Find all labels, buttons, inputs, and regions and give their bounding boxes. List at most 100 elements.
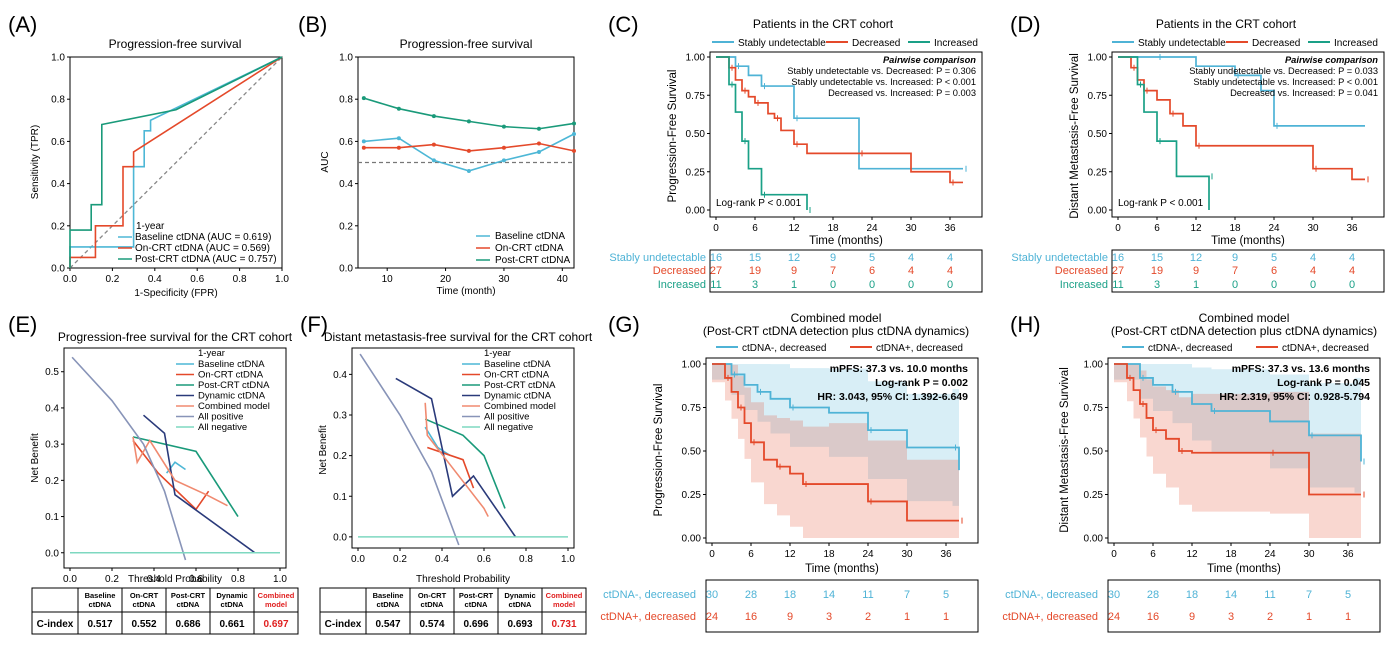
panel-letter-h: (H) [1010, 312, 1041, 337]
risk-count: 9 [1189, 611, 1195, 623]
risk-count: 4 [1310, 252, 1316, 264]
panel-d-curves [1118, 54, 1369, 210]
panel-d-y-ticks: 0.00 0.25 0.50 0.75 1.00 [1088, 53, 1112, 217]
risk-count: 4 [908, 265, 914, 277]
x-tick-label: 30 [905, 223, 917, 234]
roc-curve [69, 56, 283, 268]
legend-label: Post-CRT ctDNA [495, 255, 571, 266]
panel-d-note: Stably undetectable vs. Increased: P < 0… [1193, 77, 1378, 87]
panel-g-stat: mPFS: 37.3 vs. 10.0 months [830, 363, 968, 375]
risk-count: 11 [1112, 279, 1123, 291]
risk-count: 6 [1271, 265, 1277, 277]
x-tick-label: 12 [1190, 223, 1202, 234]
panel-b-legend: Baseline ctDNA On-CRT ctDNA Post-CRT ctD… [476, 231, 571, 266]
panel-c: (C) Patients in the CRT cohort Stably un… [608, 12, 983, 293]
risk-count: 0 [1271, 279, 1277, 291]
panel-d-logrank: Log-rank P < 0.001 [1118, 198, 1204, 209]
risk-count: 5 [943, 589, 949, 601]
x-tick-label: 0.8 [519, 554, 533, 565]
panel-c-risk-table [709, 249, 983, 293]
auc-point [501, 158, 506, 163]
y-tick-label: 0.0 [45, 548, 59, 559]
panel-letter-a: (A) [8, 12, 37, 37]
risk-row-label: Stably undetectable [609, 252, 706, 264]
x-tick-label: 30 [1307, 223, 1319, 234]
table-value: 0.731 [551, 619, 576, 630]
risk-count: 9 [1232, 252, 1238, 264]
decision-curve [359, 353, 460, 546]
panel-f-y-ticks: 0.0 0.1 0.2 0.3 0.4 [333, 370, 352, 543]
legend-label: All positive [484, 412, 529, 423]
x-tick-label: 6 [752, 223, 758, 234]
table-value: 0.547 [375, 619, 400, 630]
y-tick-label: 0.00 [682, 534, 702, 545]
y-tick-label: 1.00 [1084, 360, 1104, 371]
panel-g: (G) Combined model (Post-CRT ctDNA detec… [600, 311, 979, 633]
table-header: On-CRT [418, 591, 447, 600]
y-tick-label: 0.2 [45, 476, 59, 487]
panel-b-xlabel: Time (month) [436, 286, 495, 297]
panel-d-ylabel: Distant Metastasis-Free Survival [1069, 53, 1081, 219]
panel-h-stat: mPFS: 37.3 vs. 13.6 months [1232, 363, 1370, 375]
panel-g-title: Combined model [791, 311, 882, 325]
panel-c-legend: Stably undetectable Decreased Increased [712, 38, 978, 49]
auc-point [501, 124, 506, 129]
panel-d-legend: Stably undetectable Decreased Increased [1112, 38, 1378, 49]
x-tick-label: 24 [1268, 223, 1280, 234]
risk-count: 7 [904, 589, 910, 601]
panel-f-frame [351, 347, 575, 549]
auc-point [431, 114, 436, 119]
risk-row-label: Increased [658, 279, 706, 291]
x-tick-label: 0.0 [63, 274, 77, 285]
x-tick-label: 0.2 [105, 274, 119, 285]
panel-b: (B) Progression-free survival 0.00.20.40… [298, 12, 576, 297]
legend-label: Increased [1334, 38, 1378, 49]
risk-row-label: ctDNA+, decreased [1002, 611, 1098, 623]
panel-a-xlabel: 1-Specificity (FPR) [134, 288, 217, 299]
auc-point [572, 148, 576, 153]
x-tick-label: 24 [862, 549, 874, 560]
y-tick-label: 0.8 [339, 95, 353, 106]
panel-h-x-ticks: 0 6 12 18 24 30 36 [1111, 543, 1354, 560]
x-tick-label: 18 [827, 223, 839, 234]
risk-count: 2 [865, 611, 871, 623]
risk-count: 5 [1345, 589, 1351, 601]
x-tick-label: 0 [709, 549, 715, 560]
roc-curve [69, 56, 283, 268]
risk-count: 1 [904, 611, 910, 623]
x-tick-label: 36 [940, 549, 952, 560]
risk-count: 1 [943, 611, 949, 623]
panel-c-title: Patients in the CRT cohort [753, 17, 894, 31]
legend-label: On-CRT ctDNA (AUC = 0.569) [135, 243, 270, 254]
risk-count: 12 [788, 252, 800, 264]
x-tick-label: 18 [823, 549, 835, 560]
panel-d-frame [1111, 51, 1385, 218]
risk-count: 4 [1349, 252, 1355, 264]
decision-curve [395, 377, 517, 538]
risk-count: 4 [947, 265, 953, 277]
x-tick-label: 6 [748, 549, 754, 560]
y-tick-label: 1.0 [339, 53, 353, 64]
risk-count: 4 [1310, 265, 1316, 277]
risk-count: 0 [830, 279, 836, 291]
risk-count: 3 [1154, 279, 1160, 291]
panel-g-curves [712, 363, 963, 538]
risk-count: 16 [710, 252, 722, 264]
decision-curve [142, 414, 256, 554]
x-tick-label: 36 [1342, 549, 1354, 560]
reference-diagonal [69, 56, 283, 269]
y-tick-label: 0.25 [1088, 167, 1108, 178]
panel-a-frame [69, 56, 283, 269]
x-tick-label: 0.0 [351, 554, 365, 565]
panel-b-curves [358, 96, 576, 173]
legend-label: ctDNA-, decreased [742, 343, 826, 354]
x-tick-label: 30 [901, 549, 913, 560]
panel-g-subtitle: (Post-CRT ctDNA detection plus ctDNA dyn… [703, 324, 969, 338]
table-header: ctDNA [221, 600, 245, 609]
decision-curve [424, 418, 506, 509]
y-tick-label: 0.1 [333, 492, 347, 503]
risk-count: 12 [1190, 252, 1202, 264]
